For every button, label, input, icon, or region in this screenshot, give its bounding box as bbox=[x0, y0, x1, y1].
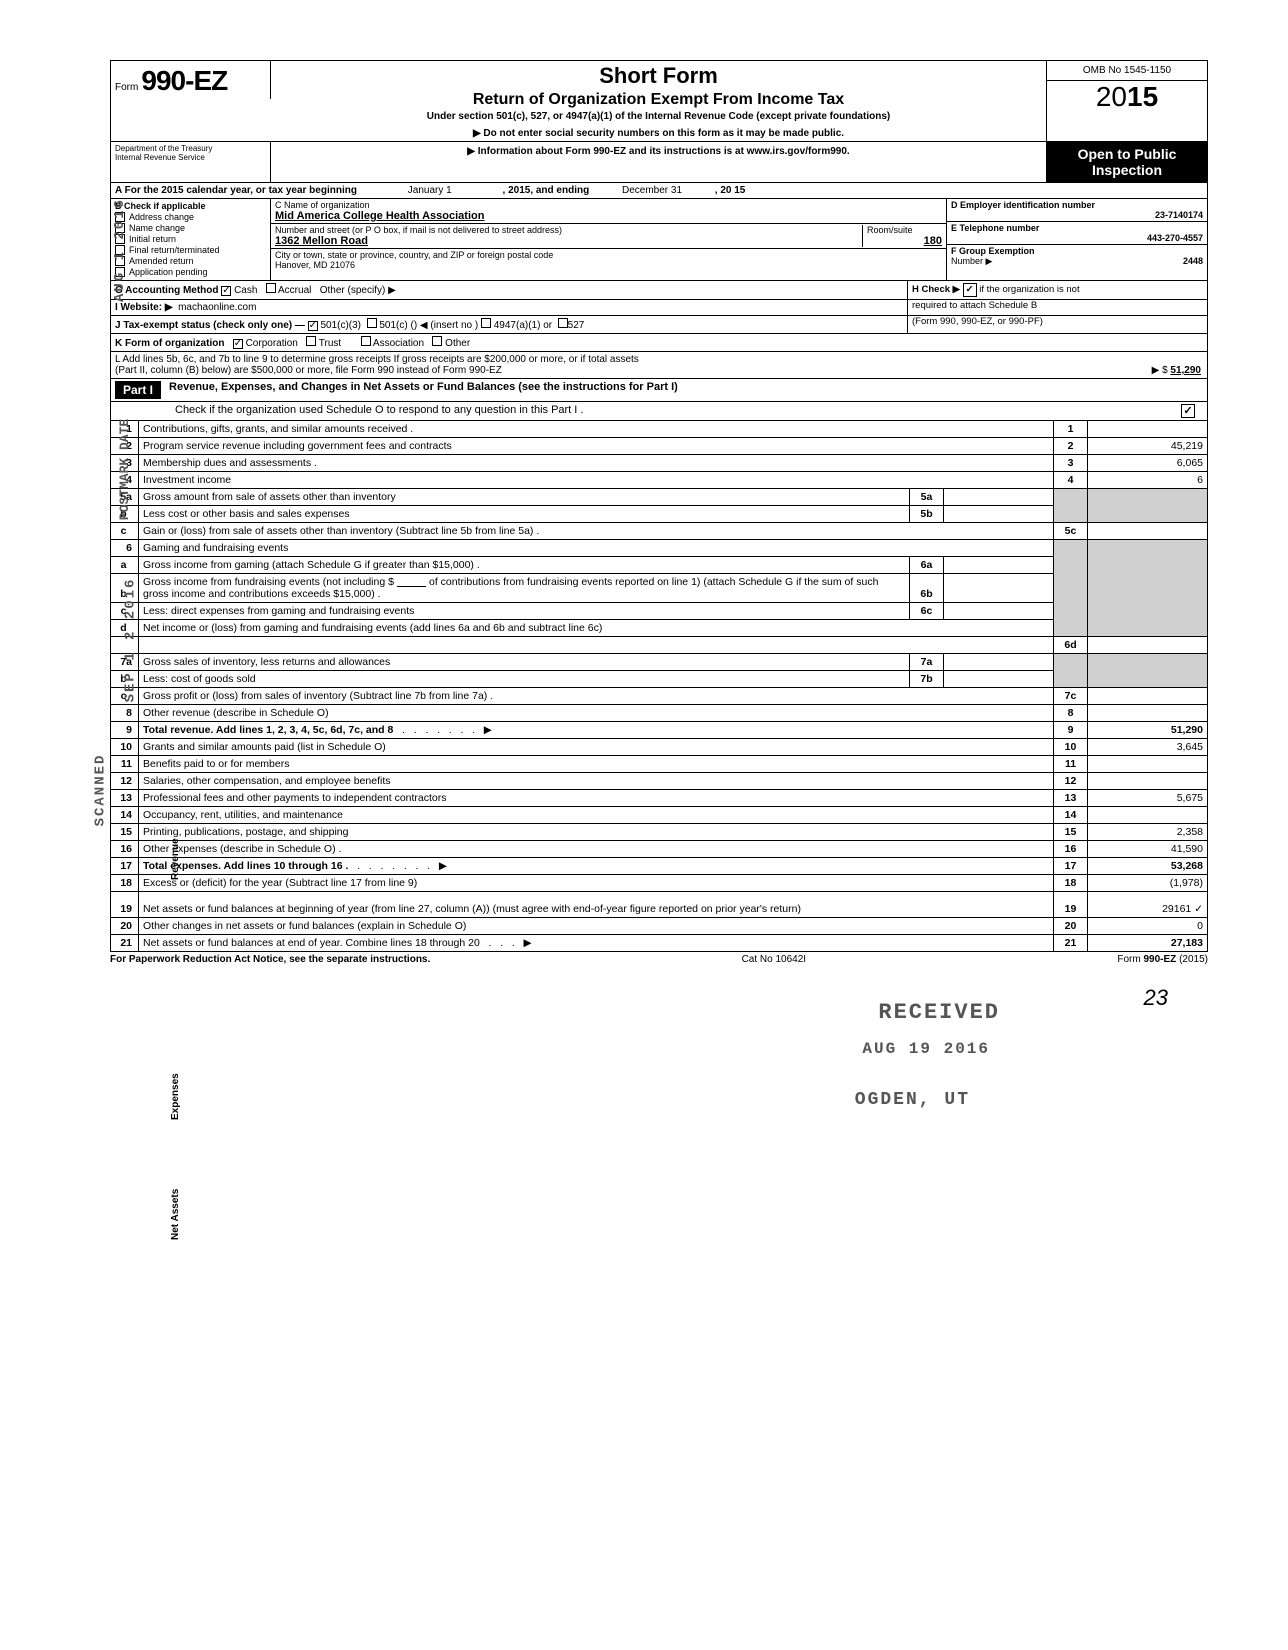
form-header: Form 990-EZ Short Form Return of Organiz… bbox=[110, 60, 1208, 142]
chk-501c[interactable] bbox=[367, 318, 377, 328]
stamp-scanned: SCANNED bbox=[90, 746, 110, 835]
website: machaonline.com bbox=[178, 302, 256, 313]
form-number: 990-EZ bbox=[141, 65, 227, 96]
amt-15: 2,358 bbox=[1088, 824, 1208, 841]
amt-17: 53,268 bbox=[1088, 858, 1208, 875]
amt-16: 41,590 bbox=[1088, 841, 1208, 858]
amt-20: 0 bbox=[1088, 918, 1208, 935]
amt-11 bbox=[1088, 756, 1208, 773]
row-l: L Add lines 5b, 6c, and 7b to line 9 to … bbox=[110, 352, 1208, 379]
stamp-ogden: OGDEN, UT bbox=[847, 1088, 978, 1112]
sub-title: Return of Organization Exempt From Incom… bbox=[279, 91, 1038, 109]
chk-4947[interactable] bbox=[481, 318, 491, 328]
chk-other-org[interactable] bbox=[432, 336, 442, 346]
main-title: Short Form bbox=[279, 63, 1038, 89]
chk-501c3[interactable] bbox=[308, 321, 318, 331]
part1-header: Part I Revenue, Expenses, and Changes in… bbox=[110, 379, 1208, 402]
amt-19: 29161 ✓ bbox=[1088, 892, 1208, 918]
chk-trust[interactable] bbox=[306, 336, 316, 346]
chk-assoc[interactable] bbox=[361, 336, 371, 346]
row-j: J Tax-exempt status (check only one) — 5… bbox=[110, 316, 1208, 334]
col-c-org: C Name of organizationMid America Colleg… bbox=[271, 199, 947, 280]
org-city: Hanover, MD 21076 bbox=[275, 260, 355, 270]
side-netassets: Net Assets bbox=[170, 1189, 181, 1240]
row-k: K Form of organization Corporation Trust… bbox=[110, 334, 1208, 352]
amt-5c bbox=[1088, 523, 1208, 540]
arrow-ssn: ▶ Do not enter social security numbers o… bbox=[279, 128, 1038, 139]
chk-accrual[interactable] bbox=[266, 283, 276, 293]
amt-13: 5,675 bbox=[1088, 790, 1208, 807]
stamp-sep: SEP 1 2 2016 bbox=[120, 570, 140, 711]
open-to-public: Open to PublicInspection bbox=[1047, 142, 1207, 182]
under-section: Under section 501(c), 527, or 4947(a)(1)… bbox=[279, 111, 1038, 122]
chk-sched-o[interactable]: ✓ bbox=[1181, 404, 1195, 418]
line-a-period: A For the 2015 calendar year, or tax yea… bbox=[110, 183, 1208, 199]
footer-paperwork: For Paperwork Reduction Act Notice, see … bbox=[110, 954, 430, 965]
org-street: 1362 Mellon Road bbox=[275, 235, 368, 247]
dept-row: Department of the Treasury Internal Reve… bbox=[110, 142, 1208, 183]
amt-6d bbox=[1088, 637, 1208, 654]
amt-18: (1,978) bbox=[1088, 875, 1208, 892]
chk-cash[interactable] bbox=[221, 286, 231, 296]
header-block: B Check if applicable Address change Nam… bbox=[110, 199, 1208, 281]
footer: For Paperwork Reduction Act Notice, see … bbox=[110, 954, 1208, 965]
info-url: ▶ Information about Form 990-EZ and its … bbox=[271, 142, 1047, 182]
part1-check: Check if the organization used Schedule … bbox=[110, 402, 1208, 421]
amt-10: 3,645 bbox=[1088, 739, 1208, 756]
org-name: Mid America College Health Association bbox=[275, 210, 484, 222]
stamp-postmark: AUG 1 2016 bbox=[110, 190, 130, 310]
dept-irs: Internal Revenue Service bbox=[115, 153, 266, 162]
chk-sched-b[interactable]: ✓ bbox=[963, 283, 977, 297]
part1-tag: Part I bbox=[115, 381, 161, 399]
amt-21: 27,183 bbox=[1088, 935, 1208, 952]
group-exempt: 2448 bbox=[1183, 256, 1203, 266]
amt-7c bbox=[1088, 688, 1208, 705]
amt-1 bbox=[1088, 421, 1208, 438]
org-room: 180 bbox=[867, 235, 942, 247]
chk-corp[interactable] bbox=[233, 339, 243, 349]
amt-4: 6 bbox=[1088, 472, 1208, 489]
amt-8 bbox=[1088, 705, 1208, 722]
dept-treasury: Department of the Treasury bbox=[115, 144, 266, 153]
side-expenses: Expenses bbox=[170, 1073, 181, 1120]
stamp-date: AUG 19 2016 bbox=[854, 1038, 998, 1060]
col-def: D Employer identification number23-71401… bbox=[947, 199, 1207, 280]
phone: 443-270-4557 bbox=[951, 233, 1203, 243]
chk-527[interactable] bbox=[558, 318, 568, 328]
row-g-h: G Accounting Method Cash Accrual Other (… bbox=[110, 281, 1208, 300]
amt-2: 45,219 bbox=[1088, 438, 1208, 455]
ein: 23-7140174 bbox=[951, 210, 1203, 220]
footer-catno: Cat No 10642I bbox=[742, 954, 807, 965]
amt-14 bbox=[1088, 807, 1208, 824]
stamp-postmark-label: POSTMARK DATE bbox=[115, 411, 134, 528]
side-revenue: Revenue bbox=[170, 838, 181, 880]
amt-9: 51,290 bbox=[1088, 722, 1208, 739]
amt-12 bbox=[1088, 773, 1208, 790]
amt-3: 6,065 bbox=[1088, 455, 1208, 472]
col-b-checks: B Check if applicable Address change Nam… bbox=[111, 199, 271, 280]
omb-number: OMB No 1545-1150 bbox=[1047, 61, 1207, 81]
tax-year: 2015 bbox=[1047, 81, 1207, 113]
page-initial: 23 bbox=[110, 985, 1208, 1011]
form-prefix: Form bbox=[115, 82, 138, 93]
stamp-received: RECEIVED bbox=[870, 998, 1008, 1027]
part1-table: 1Contributions, gifts, grants, and simil… bbox=[110, 421, 1208, 952]
footer-form: Form 990-EZ (2015) bbox=[1117, 954, 1208, 965]
row-i: I Website: ▶ machaonline.com required to… bbox=[110, 300, 1208, 316]
gross-receipts: 51,290 bbox=[1170, 365, 1201, 376]
